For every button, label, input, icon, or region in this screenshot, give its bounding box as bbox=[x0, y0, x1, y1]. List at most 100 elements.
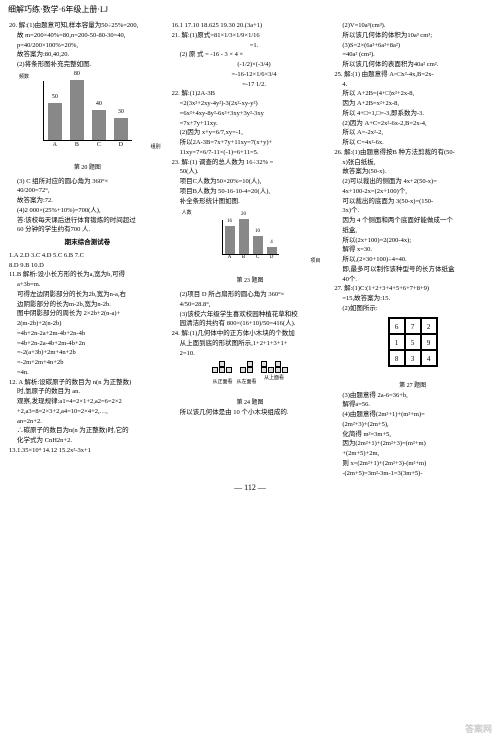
text-line: 20. 解:(1)由题意可知,样本容量为50÷25%=200, bbox=[9, 21, 166, 31]
text-line: 4/50=28.8°, bbox=[172, 300, 329, 310]
text-line: =-2(a+3b)+2m+4n+2b bbox=[9, 348, 166, 358]
watermark: 答案网 bbox=[465, 723, 492, 736]
text-line: 12. A 解析:设碳原子的数目为 n(n 为正整数) bbox=[9, 378, 166, 388]
text-line: 答:该校每天课后进行体育锻炼的时间超过 bbox=[9, 216, 166, 226]
bar-category: C bbox=[256, 254, 259, 262]
text-line: 故 m=200×40%=80,n=200-50-80-30=40, bbox=[9, 31, 166, 41]
text-line: =2(3x²+2xy-4y²)-3(2x²-xy-y²) bbox=[172, 99, 329, 109]
text-line: 11xy=7×6/7-11×(-1)=6+11=5. bbox=[172, 148, 329, 158]
bar-b: 80B bbox=[70, 80, 84, 140]
chart-caption: 第 20 题图 bbox=[9, 164, 166, 173]
text-line: 园清洁的共约有 800×(16+10)/50=416(人). bbox=[172, 319, 329, 329]
page-header: 细解巧练·数学·6年级上册·LJ bbox=[0, 0, 500, 19]
text-line: =4b+2n-2a+2m-4b+2n-4b bbox=[9, 329, 166, 339]
text-line: =1. bbox=[172, 41, 329, 51]
shapes-caption: 第 24 题图 bbox=[172, 399, 329, 408]
shape-front: 从正面看 bbox=[212, 361, 232, 386]
bar-c: 40C bbox=[92, 110, 106, 140]
answer-line: 8.D 9.B 10.D bbox=[9, 261, 166, 271]
bar-category: D bbox=[119, 141, 123, 150]
cube-shapes: 从正面看 从左面看 从上面看 bbox=[172, 361, 329, 386]
cell: 2 bbox=[421, 318, 437, 334]
text-line: 纸盒, bbox=[334, 226, 491, 236]
text-line: 21. 解:(1)原式=81×1/3×1/9×1/16 bbox=[172, 31, 329, 41]
text-line: (3)由题意得 2a-6=36+b, bbox=[334, 391, 491, 401]
bar-category: C bbox=[97, 141, 101, 150]
text-line: 所以该几何体是由 10 个小木块组成的. bbox=[172, 408, 329, 418]
text-line: 所以该几何体的表面积为40a² cm². bbox=[334, 60, 491, 70]
text-line: (3) C 组所对应的圆心角为 360°× bbox=[9, 177, 166, 187]
y-label: 人数 bbox=[182, 210, 329, 218]
text-line: a+3b=m. bbox=[9, 280, 166, 290]
text-line: 23. 解:(1) 调查的总人数为 16÷32% = bbox=[172, 158, 329, 168]
text-line: =-17 1/2. bbox=[172, 80, 329, 90]
text-line: =-16-12×1/6×3/4 bbox=[172, 70, 329, 80]
shape-label: 从左面看 bbox=[237, 379, 257, 387]
text-line: an=2n+2. bbox=[9, 417, 166, 427]
text-line: 则 x=(2m²+1)+(2m²+3)-(m²+m) bbox=[334, 459, 491, 469]
magic-square: 6 7 2 1 5 9 8 3 4 bbox=[388, 317, 438, 367]
text-line: (-1/2)×(-3/4) bbox=[172, 60, 329, 70]
sbar-c: 10C bbox=[253, 236, 263, 254]
bar-value: 16 bbox=[227, 218, 232, 226]
bar-value: 4 bbox=[270, 239, 273, 247]
text-line: 所以 C=4x²-6x. bbox=[334, 138, 491, 148]
text-line: 27. 解:(1)C:(1+2+3+4+5+6+7+8+9) bbox=[334, 284, 491, 294]
sbar-b: 20B bbox=[239, 219, 249, 254]
text-line: 故答案为:72. bbox=[9, 196, 166, 206]
text-line: 故答案为(50-x). bbox=[334, 167, 491, 177]
text-line: 补全条形统计图如图. bbox=[172, 197, 329, 207]
cell: 5 bbox=[405, 334, 421, 350]
answer-line: 16.1 17.10 18.625 19.30 20.(3a+1) bbox=[172, 21, 329, 31]
bar-category: B bbox=[242, 254, 245, 262]
text-line: 60 分钟的学生约有700 人. bbox=[9, 225, 166, 235]
text-line: 项目B人数为 50-16-10-4=20(人), bbox=[172, 187, 329, 197]
text-line: 因为 4 个侧面和两个底面好能做成一个 bbox=[334, 216, 491, 226]
text-line: ∴碳原子的数目为n(n 为正整数)时,它的 bbox=[9, 426, 166, 436]
column-2: 16.1 17.10 18.625 19.30 20.(3a+1) 21. 解:… bbox=[169, 21, 332, 478]
text-line: 边阴影部分的长为m-2b,宽为n-2b. bbox=[9, 300, 166, 310]
chart-caption: 第 23 题图 bbox=[172, 277, 329, 286]
text-line: 50(人). bbox=[172, 167, 329, 177]
text-line: 26. 解:(1)由题意得按B 种方法剪裁的有(50- bbox=[334, 148, 491, 158]
text-line: =6x²+4xy-8y²-6x²+3xy+3y²-3xy bbox=[172, 109, 329, 119]
text-line: (2m²+3)+(2m+5), bbox=[334, 420, 491, 430]
text-line: 所以2A-3B=7x+7y+11xy=7(x+y)+ bbox=[172, 138, 329, 148]
bar-category: A bbox=[228, 254, 232, 262]
cell: 1 bbox=[389, 334, 405, 350]
cell: 9 bbox=[421, 334, 437, 350]
shape-label: 从上面看 bbox=[261, 375, 288, 383]
bar-chart-2: 16A 20B 10C 4D bbox=[222, 220, 279, 255]
text-line: 3x)个. bbox=[334, 206, 491, 216]
shape-left: 从左面看 bbox=[237, 361, 257, 386]
grid-caption: 第 27 题图 bbox=[334, 382, 491, 391]
text-line: +(2m+5)+2m, bbox=[334, 449, 491, 459]
text-line: 所以,(2×30+100)÷4=40. bbox=[334, 255, 491, 265]
text-line: 40个. bbox=[334, 275, 491, 285]
text-line: =-2m+2m+4n+2b bbox=[9, 358, 166, 368]
text-line: =4n. bbox=[9, 368, 166, 378]
text-line: (3)该校六年级学生喜欢校园种植花草和校 bbox=[172, 310, 329, 320]
text-line: 所以(2x+100)=2(200-4x); bbox=[334, 236, 491, 246]
text-line: (2)可以裁出的侧面为 4x+2(50-x)= bbox=[334, 177, 491, 187]
text-line: 可以裁出的底面为 3(50-x)=(150- bbox=[334, 197, 491, 207]
text-line: 可得左边阴影部分的长为2b,宽为n-a,右 bbox=[9, 290, 166, 300]
text-line: 解得 x=30. bbox=[334, 245, 491, 255]
text-line: (2)因为 x+y=6/7,xy=-1, bbox=[172, 128, 329, 138]
cell: 7 bbox=[405, 318, 421, 334]
text-line: 化学式为 CnH2n+2. bbox=[9, 436, 166, 446]
column-3: (2)V=10a³(cm³). 所以该几何体的体积为10a³ cm³; (3)S… bbox=[331, 21, 494, 478]
text-line: =40a² (cm²). bbox=[334, 50, 491, 60]
answer-line: 1.A 2.D 3.C 4.D 5.C 6.B 7.C bbox=[9, 251, 166, 261]
text-line: 24. 解:(1)几何体中的正方体小木块的个数加 bbox=[172, 329, 329, 339]
text-line: 即,最多可以制作该种型号的长方体纸盒 bbox=[334, 265, 491, 275]
text-line: 因为 A+2B=x²+2x-8, bbox=[334, 99, 491, 109]
text-line: (2)因为 A+C=2x²-6x-2,B=2x-4, bbox=[334, 119, 491, 129]
text-line: 时,氢原子的数目为 an. bbox=[9, 387, 166, 397]
bar-value: 50 bbox=[52, 93, 58, 102]
bar-chart-1: 50A 80B 40C 30D bbox=[43, 81, 132, 141]
text-line: (3)S=2×(6a²+6a²+8a²) bbox=[334, 41, 491, 51]
text-line: =4b+2n-2a-4b+2m-4b+2n bbox=[9, 339, 166, 349]
text-line: 4. bbox=[334, 80, 491, 90]
text-line: 图中阴影部分的周长为 2×2b+2(n-a)+ bbox=[9, 309, 166, 319]
